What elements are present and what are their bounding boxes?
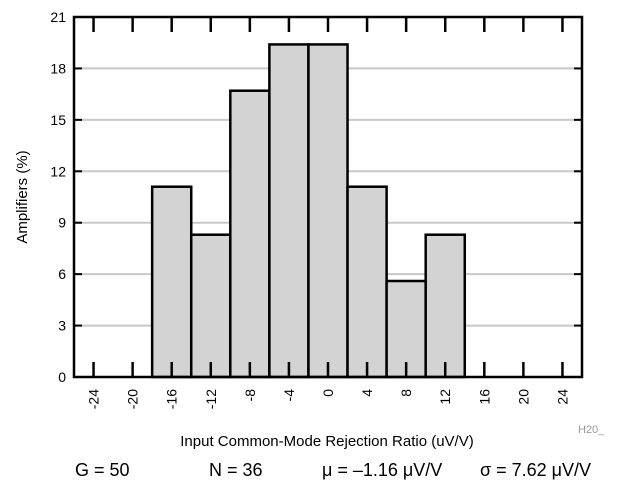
- histogram-bar-4: [307, 43, 349, 379]
- histogram-bar-3: [268, 43, 310, 379]
- y-tick-label-3: 9: [58, 215, 66, 231]
- y-tick-label-2: 6: [58, 266, 66, 282]
- stat-mean: μ = –1.16 μV/V: [322, 460, 443, 480]
- histogram-chart: 0 3 6 9 12 15 18 21 -24 -20 -16 -12 -8 -4 0 4 8 12 16 20 24…: [14, 9, 605, 450]
- histogram-bars: [150, 43, 467, 379]
- stats-row: G = 50 N = 36 μ = –1.16 μV/V σ = 7.62 μV…: [0, 460, 637, 486]
- stat-count: N = 36: [209, 460, 263, 480]
- y-tick-label-0: 0: [58, 369, 66, 385]
- x-axis-label: Input Common-Mode Rejection Ratio (uV/V): [180, 433, 473, 450]
- histogram-bar-1: [189, 233, 232, 379]
- x-tick-labels: -24 -20 -16 -12 -8 -4 0 4 8 12 16 20 24: [86, 389, 571, 409]
- x-tick-label-1: -20: [125, 389, 141, 409]
- x-tick-label-0: -24: [86, 389, 102, 409]
- x-tick-label-11: 20: [515, 389, 531, 405]
- axis-ticks: [74, 16, 582, 378]
- histogram-bar-7: [424, 233, 467, 379]
- x-tick-label-4: -8: [242, 389, 258, 402]
- y-axis-label: Amplifiers (%): [14, 150, 31, 243]
- histogram-bar-5: [346, 185, 388, 379]
- x-tick-label-9: 12: [437, 389, 453, 405]
- x-tick-label-6: 0: [320, 389, 336, 397]
- x-tick-label-3: -12: [203, 389, 219, 409]
- stat-gain: G = 50: [75, 460, 130, 480]
- figure-code: H20_: [578, 424, 605, 436]
- x-tick-label-2: -16: [164, 389, 180, 409]
- stat-sigma: σ = 7.62 μV/V: [480, 460, 592, 480]
- histogram-bar-0: [150, 185, 193, 379]
- y-tick-labels: 0 3 6 9 12 15 18 21: [50, 9, 66, 385]
- y-tick-label-1: 3: [58, 318, 66, 334]
- y-tick-label-5: 15: [50, 112, 66, 128]
- histogram-bar-2: [229, 89, 271, 379]
- x-tick-label-10: 16: [476, 389, 492, 405]
- y-tick-label-6: 18: [50, 60, 66, 76]
- y-tick-label-4: 12: [50, 163, 66, 179]
- x-tick-label-5: -4: [281, 389, 297, 402]
- x-tick-label-8: 8: [398, 389, 414, 397]
- x-tick-label-7: 4: [359, 389, 375, 397]
- x-tick-label-12: 24: [554, 389, 570, 405]
- y-tick-label-7: 21: [50, 9, 66, 25]
